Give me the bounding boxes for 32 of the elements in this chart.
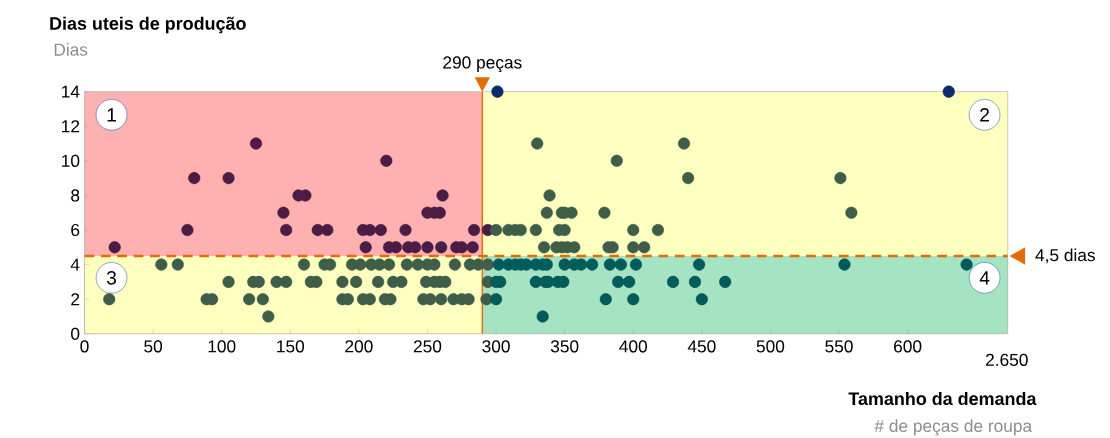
- x-tick-label: 0: [80, 340, 89, 353]
- y-tick-label: 0: [71, 327, 80, 340]
- x-tick-label: 450: [687, 340, 716, 353]
- x-tick-label: 600: [894, 340, 922, 353]
- x-tick-label: 500: [756, 340, 785, 353]
- x-tick-label: 100: [208, 340, 236, 353]
- x-tick-label: 550: [825, 340, 853, 353]
- ref-line-label: 290 peças: [443, 56, 522, 73]
- y-tick-label: 8: [71, 189, 80, 202]
- y-tick-label: 4: [70, 258, 80, 271]
- annotation: 4: [979, 271, 990, 285]
- y-tick-label: 14: [62, 85, 80, 98]
- x-tick-label: 350: [550, 340, 579, 353]
- x-tick-label: 250: [413, 340, 442, 353]
- annotation: 3: [106, 271, 117, 285]
- x-axis-title: Tamanho da demanda: [848, 391, 1037, 406]
- x-tick-label: 50: [144, 340, 163, 353]
- text: # de peças de roupa: [874, 419, 1033, 436]
- y-axis-title: Dias uteis de produção: [50, 16, 246, 34]
- annotation: 1: [107, 108, 116, 122]
- x-tick-label: 150: [277, 340, 305, 353]
- x-tick-label: 300: [482, 340, 510, 353]
- x-tick-label: 400: [619, 340, 647, 353]
- ref-line-label: 4,5 dias: [1035, 248, 1095, 264]
- text: 2.650: [985, 353, 1028, 366]
- y-tick-label: 10: [62, 154, 80, 167]
- x-tick-label: 200: [345, 340, 373, 353]
- text: Dias: [54, 43, 88, 56]
- annotation: 2: [980, 108, 989, 122]
- y-tick-label: 2: [71, 293, 80, 306]
- y-tick-label: 12: [62, 120, 80, 133]
- y-tick-label: 6: [71, 223, 80, 237]
